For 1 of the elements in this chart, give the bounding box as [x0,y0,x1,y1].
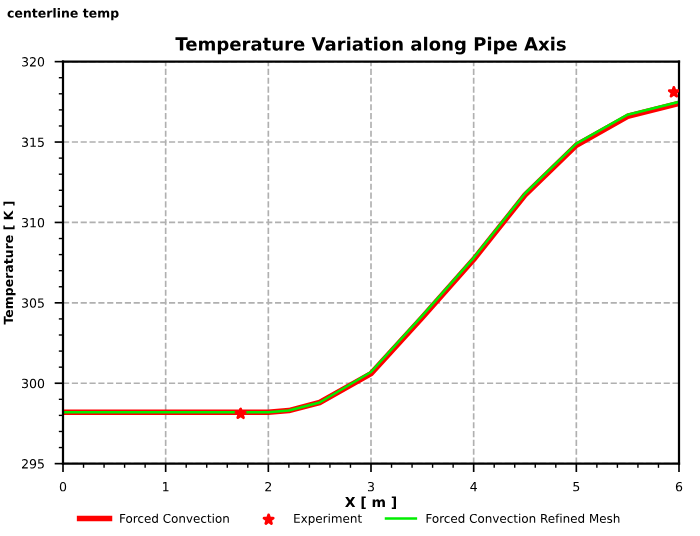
chart-title: Temperature Variation along Pipe Axis [175,36,566,55]
